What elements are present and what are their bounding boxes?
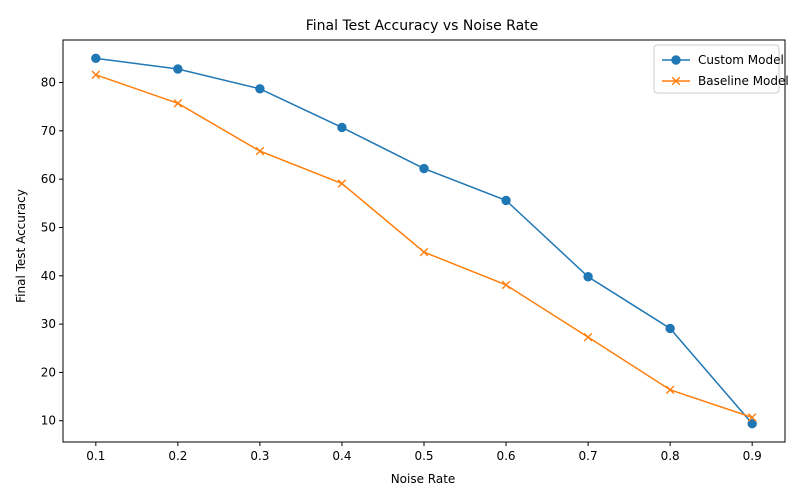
- y-tick-label: 60: [41, 172, 56, 186]
- data-point-custom-model: [337, 122, 347, 133]
- x-tick-label: 0.9: [743, 449, 762, 463]
- data-point-baseline-model: [173, 99, 183, 108]
- legend-item-baseline-model: Baseline Model: [662, 74, 789, 88]
- x-tick-label: 0.5: [414, 449, 433, 463]
- data-point-baseline-model: [747, 413, 757, 422]
- x-tick-label: 0.4: [332, 449, 351, 463]
- data-point-baseline-model: [91, 70, 101, 80]
- data-point-baseline-model: [583, 332, 593, 342]
- x-axis-label: Noise Rate: [391, 472, 456, 486]
- series-layer: [91, 53, 757, 429]
- y-tick-label: 20: [41, 365, 56, 379]
- legend: Custom Model Baseline Model: [653, 44, 789, 94]
- x-tick-label: 0.6: [496, 449, 515, 463]
- x-tick-label: 0.3: [250, 449, 269, 463]
- legend-marker: [671, 76, 681, 86]
- data-point-custom-model: [583, 272, 593, 282]
- y-axis-label: Final Test Accuracy: [14, 189, 28, 303]
- data-point-custom-model: [665, 323, 675, 334]
- x-tick-label: 0.2: [168, 449, 187, 463]
- x-axis: 0.1 0.2 0.3 0.4 0.5 0.6 0.7 0.8 0.9: [86, 442, 762, 463]
- data-point-custom-model: [419, 163, 429, 174]
- data-point-custom-model: [91, 53, 101, 64]
- data-point-custom-model: [501, 195, 511, 206]
- x-tick-label: 0.1: [86, 449, 105, 463]
- series-baseline-model: [91, 70, 757, 422]
- data-point-custom-model: [255, 84, 265, 94]
- x-tick-label: 0.7: [579, 449, 598, 463]
- y-tick-label: 70: [41, 124, 56, 138]
- legend-item-custom-model: Custom Model: [662, 53, 784, 67]
- legend-marker: [671, 55, 681, 65]
- y-tick-label: 40: [41, 269, 56, 283]
- legend-label: Custom Model: [698, 53, 784, 67]
- y-axis: 10 20 30 40 50 60 70 80: [41, 76, 63, 428]
- series-line-baseline-model: [95, 74, 753, 419]
- data-point-custom-model: [173, 64, 183, 74]
- data-point-baseline-model: [337, 179, 347, 188]
- data-point-baseline-model: [501, 280, 511, 290]
- x-tick-label: 0.8: [661, 449, 680, 463]
- legend-label: Baseline Model: [698, 74, 789, 88]
- data-point-baseline-model: [419, 247, 429, 257]
- chart-title: Final Test Accuracy vs Noise Rate: [306, 18, 539, 34]
- y-tick-label: 30: [41, 317, 56, 331]
- data-point-baseline-model: [665, 385, 675, 395]
- data-point-baseline-model: [255, 146, 265, 156]
- series-custom-model: [91, 53, 757, 429]
- y-tick-label: 80: [41, 76, 56, 90]
- y-tick-label: 50: [41, 220, 56, 234]
- data-point-custom-model: [747, 418, 757, 429]
- y-tick-label: 10: [41, 414, 56, 428]
